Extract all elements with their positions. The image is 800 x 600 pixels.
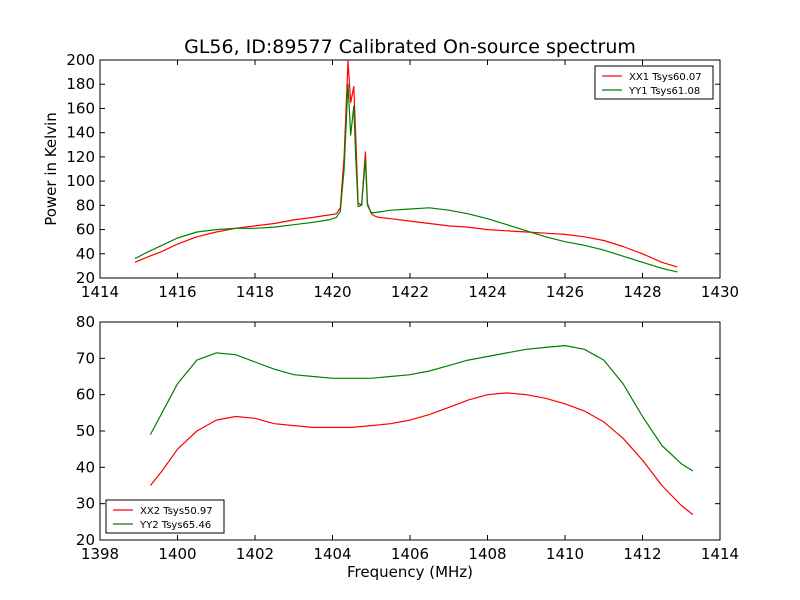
y-tick-label: 70: [76, 349, 95, 367]
legend-label: YY1 Tsys61.08: [628, 86, 700, 97]
chart-title: GL56, ID:89577 Calibrated On-source spec…: [184, 36, 636, 58]
x-tick-label: 1428: [623, 283, 661, 301]
legend-box: [594, 65, 714, 100]
x-tick-label: 1426: [546, 283, 584, 301]
series-line-2-2: [149, 345, 694, 472]
x-tick-label: 1420: [313, 283, 351, 301]
x-tick-label: 1404: [313, 545, 351, 563]
x-tick-label: 1398: [81, 545, 119, 563]
x-tick-label: 1408: [468, 545, 506, 563]
x-tick-label: 1418: [236, 283, 274, 301]
series-line-1-2: [134, 83, 678, 273]
y-tick-label: 20: [76, 269, 95, 287]
y-axis-label: Power in Kelvin: [42, 112, 60, 226]
legend-label: XX1 Tsys60.07: [629, 72, 702, 83]
legend-label: YY2 Tsys65.46: [139, 520, 211, 531]
y-tick-label: 140: [66, 124, 95, 142]
y-tick-label: 180: [66, 75, 95, 93]
x-tick-label: 1416: [158, 283, 196, 301]
x-tick-label: 1412: [623, 545, 661, 563]
y-tick-label: 120: [66, 148, 95, 166]
y-tick-label: 60: [76, 221, 95, 239]
y-tick-label: 30: [76, 495, 95, 513]
x-axis-label: Frequency (MHz): [347, 563, 473, 581]
x-tick-label: 1400: [158, 545, 196, 563]
x-tick-label: 1414: [701, 545, 739, 563]
y-tick-label: 80: [76, 313, 95, 331]
y-tick-label: 200: [66, 51, 95, 69]
y-tick-label: 40: [76, 245, 95, 263]
y-tick-label: 100: [66, 172, 95, 190]
y-tick-label: 80: [76, 196, 95, 214]
legend-box: [105, 499, 225, 534]
x-tick-label: 1410: [546, 545, 584, 563]
x-tick-label: 1406: [391, 545, 429, 563]
y-tick-label: 160: [66, 99, 95, 117]
x-tick-label: 1424: [468, 283, 506, 301]
x-tick-label: 1414: [81, 283, 119, 301]
x-tick-label: 1422: [391, 283, 429, 301]
x-tick-label: 1430: [701, 283, 739, 301]
y-tick-label: 20: [76, 531, 95, 549]
legend-label: XX2 Tsys50.97: [140, 506, 213, 517]
y-tick-label: 50: [76, 422, 95, 440]
top-plot: 1414 1416 1418 1420 1422 1424 1426 1428 1430 20 40…: [66, 51, 739, 301]
bottom-plot: 1398 1400 1402 1404 1406 1408 1410 1412 1414 20 30…: [76, 313, 739, 563]
series-line-2-1: [149, 392, 694, 516]
y-tick-label: 60: [76, 386, 95, 404]
x-tick-label: 1402: [236, 545, 274, 563]
y-tick-label: 40: [76, 458, 95, 476]
